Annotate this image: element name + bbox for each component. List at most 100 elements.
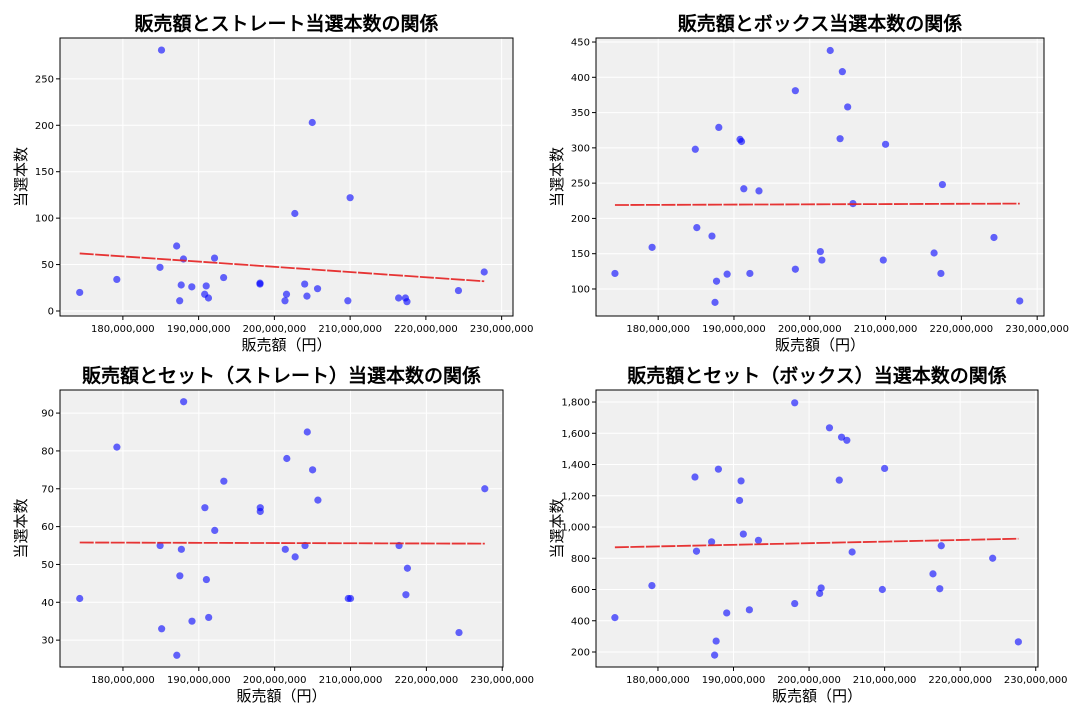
data-point — [714, 465, 723, 473]
data-point — [281, 545, 289, 553]
y-tick-label: 1,000 — [561, 523, 590, 534]
data-point — [723, 270, 731, 278]
x-tick-label: 220,000,000 — [395, 675, 459, 686]
data-point — [403, 298, 411, 306]
data-point — [303, 292, 311, 300]
x-tick-label: 210,000,000 — [853, 675, 917, 686]
y-tick-label: 30 — [41, 636, 54, 647]
x-tick-label: 190,000,000 — [702, 324, 766, 335]
data-point — [691, 145, 699, 153]
data-point — [156, 541, 164, 550]
data-point — [691, 473, 699, 481]
data-point — [708, 538, 716, 546]
data-point — [817, 584, 825, 592]
x-tick-label: 220,000,000 — [930, 324, 994, 335]
data-point — [693, 223, 701, 232]
y-tick-label: 40 — [41, 598, 54, 609]
data-point — [712, 637, 720, 645]
data-point — [938, 180, 947, 189]
data-point — [177, 545, 185, 553]
data-point — [177, 281, 185, 289]
plot-area — [60, 390, 503, 667]
y-tick-label: 150 — [35, 167, 54, 178]
data-point — [202, 575, 211, 584]
chart-title: 販売額とセット（ストレート）当選本数の関係 — [82, 364, 481, 387]
subplot-2: 180,000,000 190,000,000 200,000,000 210,000… — [548, 12, 1069, 354]
data-point — [202, 282, 210, 290]
data-point — [346, 194, 354, 202]
x-tick-label: 230,000,000 — [1005, 324, 1069, 335]
trend-line — [614, 537, 1019, 549]
data-point — [835, 476, 843, 484]
data-point — [848, 548, 856, 556]
data-point — [816, 247, 824, 256]
subplot-4: 180,000,000 190,000,000 200,000,000 210,000… — [548, 364, 1068, 705]
x-tick-label: 210,000,000 — [319, 675, 383, 686]
data-point — [346, 594, 355, 603]
data-point — [791, 599, 799, 608]
y-tick-label: 100 — [35, 214, 54, 225]
data-point — [301, 280, 309, 288]
x-tick-label: 200,000,000 — [778, 324, 842, 335]
data-point — [1016, 297, 1024, 305]
x-tick-label: 200,000,000 — [243, 324, 307, 335]
y-axis-label: 当選本数 — [12, 498, 30, 558]
y-tick-label: 600 — [571, 585, 590, 596]
y-axis-label: 当選本数 — [12, 147, 30, 207]
data-point — [715, 123, 723, 131]
data-point — [256, 507, 264, 516]
data-point — [113, 443, 121, 451]
y-tick-label: 400 — [571, 616, 590, 627]
data-point — [205, 613, 213, 622]
data-point — [879, 256, 887, 264]
data-point — [843, 436, 851, 444]
data-point — [754, 536, 763, 544]
y-tick-label: 300 — [571, 143, 590, 154]
trend-line — [79, 252, 485, 283]
plot-area — [596, 38, 1044, 316]
data-point — [692, 547, 701, 555]
data-point — [837, 433, 846, 441]
y-tick-label: 200 — [571, 214, 590, 225]
data-point — [283, 454, 291, 463]
data-point — [156, 263, 164, 271]
data-point — [402, 591, 410, 599]
y-tick-label: 100 — [571, 284, 590, 295]
x-tick-label: 180,000,000 — [91, 324, 155, 335]
data-point — [648, 582, 656, 590]
subplot-1: 180,000,000 190,000,000 200,000,000 210,000… — [12, 12, 533, 354]
data-point — [791, 265, 799, 273]
y-tick-label: 60 — [41, 522, 54, 533]
plot-frame — [595, 37, 1045, 317]
data-point — [711, 298, 719, 306]
data-point — [937, 269, 945, 278]
data-point — [403, 564, 412, 572]
data-point — [395, 294, 403, 302]
data-point — [309, 466, 317, 474]
x-axis-label: 販売額（円） — [772, 687, 862, 705]
data-point — [746, 269, 754, 278]
data-point — [712, 277, 721, 285]
data-point — [291, 209, 299, 218]
data-point — [611, 269, 619, 278]
data-point — [113, 275, 121, 284]
data-point — [791, 399, 799, 407]
x-tick-label: 180,000,000 — [91, 675, 155, 686]
y-tick-label: 450 — [571, 38, 590, 49]
data-point — [816, 589, 824, 598]
x-tick-label: 180,000,000 — [626, 324, 690, 335]
data-point — [210, 254, 219, 262]
y-tick-label: 200 — [571, 648, 590, 659]
y-tick-label: 1,400 — [561, 460, 590, 471]
x-tick-label: 220,000,000 — [928, 675, 992, 686]
data-point — [291, 553, 299, 561]
data-point — [1014, 638, 1022, 646]
data-point — [158, 625, 166, 633]
data-point — [844, 103, 852, 111]
data-point — [220, 273, 228, 282]
x-tick-label: 230,000,000 — [470, 675, 534, 686]
subplot-3: 180,000,000 190,000,000 200,000,000 210,000… — [12, 364, 534, 705]
data-point — [825, 424, 834, 432]
data-point — [881, 464, 889, 473]
